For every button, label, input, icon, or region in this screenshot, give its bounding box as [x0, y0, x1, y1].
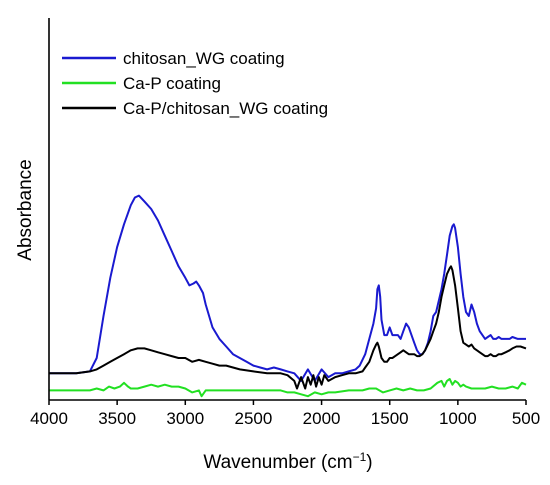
- legend-label: Ca-P/chitosan_WG coating: [123, 99, 328, 118]
- x-tick-label: 3500: [98, 409, 136, 428]
- x-tick-label: 1000: [439, 409, 477, 428]
- series-line-2: [49, 378, 527, 398]
- x-axis-title-superscript: −1: [353, 450, 367, 464]
- series-line-1: [49, 194, 526, 382]
- legend-label: Ca-P coating: [123, 74, 221, 93]
- x-tick-label: 2000: [303, 409, 341, 428]
- y-axis-title: Absorbance: [15, 159, 36, 260]
- plot-series-group: [49, 194, 527, 398]
- x-axis-title: Wavenumber (cm−1): [203, 450, 372, 473]
- x-tick-label: 1500: [371, 409, 409, 428]
- x-tick-label: 500: [512, 409, 540, 428]
- legend-label: chitosan_WG coating: [123, 49, 285, 68]
- x-axis-ticks: 4000 3500 3000 2500 2000 1500 1000 500: [30, 400, 540, 428]
- series-line-3: [49, 265, 527, 390]
- x-tick-label: 3000: [166, 409, 204, 428]
- x-tick-label: 2500: [235, 409, 273, 428]
- legend: chitosan_WG coating Ca-P coating Ca-P/chit…: [62, 49, 328, 118]
- x-tick-label: 4000: [30, 409, 68, 428]
